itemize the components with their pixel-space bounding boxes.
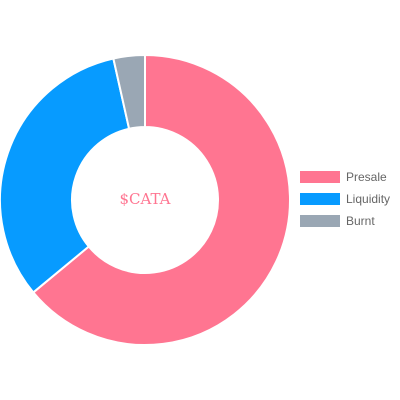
chart-legend: Presale Liquidity Burnt [300,170,390,228]
legend-swatch-presale[interactable] [300,171,340,183]
legend-label-presale[interactable]: Presale [346,170,387,184]
legend-swatch-burnt[interactable] [300,215,340,227]
slice-burnt[interactable] [112,53,146,130]
legend-swatch-liquidity[interactable] [300,193,340,205]
chart-slices [0,53,291,346]
slice-presale[interactable] [31,53,291,346]
legend-label-burnt[interactable]: Burnt [346,214,375,228]
legend-label-liquidity[interactable]: Liquidity [346,192,390,206]
slice-liquidity[interactable] [0,57,131,294]
center-label: $CATA [119,190,170,208]
